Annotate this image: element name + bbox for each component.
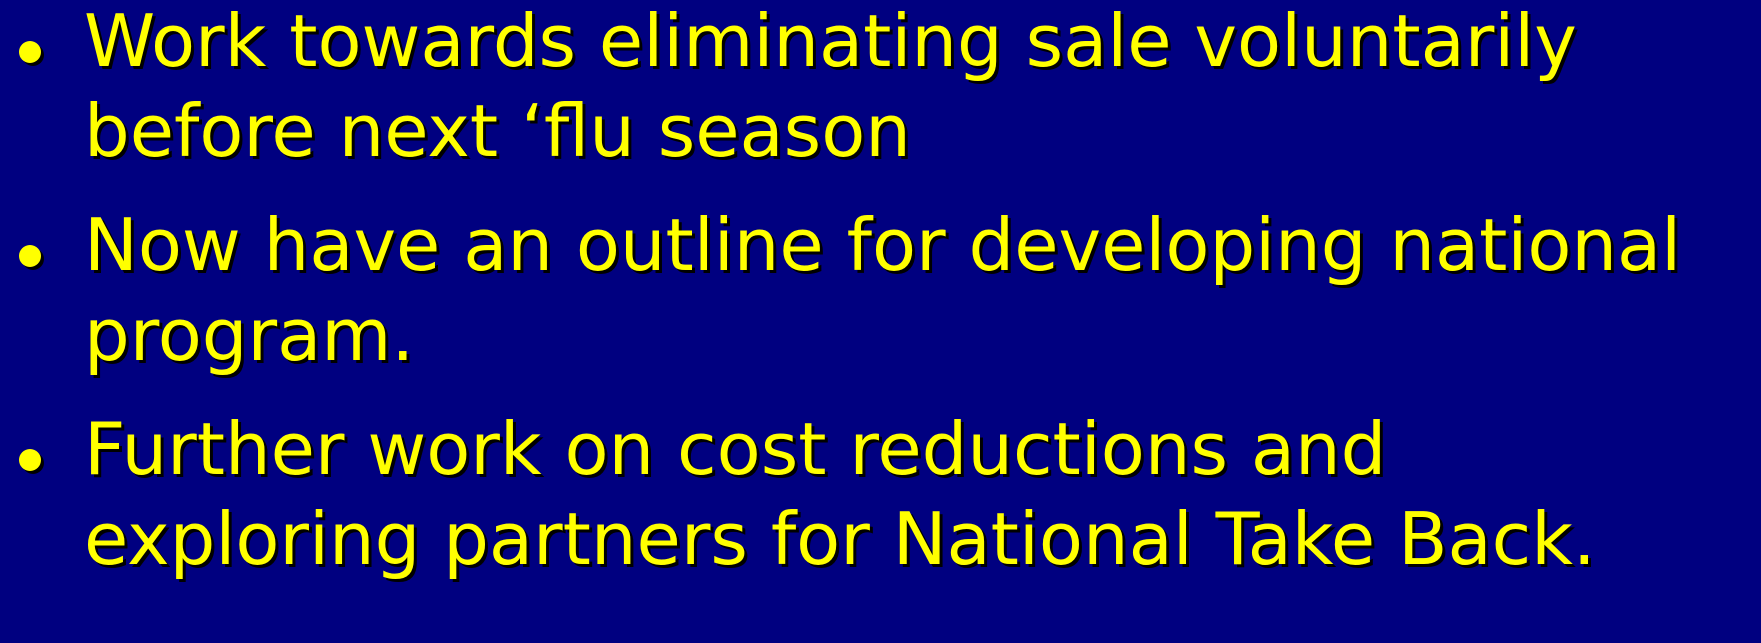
bullet-dot [19, 449, 41, 471]
bullet-dot [19, 245, 41, 267]
bullet-text: Further work on cost reductions and [84, 407, 1386, 491]
bullet-text: before next ‘flu season [84, 89, 911, 173]
bullet-text: program. [84, 293, 414, 377]
bullet-dot [19, 41, 41, 63]
bullet-text: exploring partners for National Take Bac… [84, 497, 1596, 581]
bullet-text: Now have an outline for developing natio… [84, 203, 1681, 287]
bullet-text: Work towards eliminating sale voluntaril… [84, 0, 1577, 83]
